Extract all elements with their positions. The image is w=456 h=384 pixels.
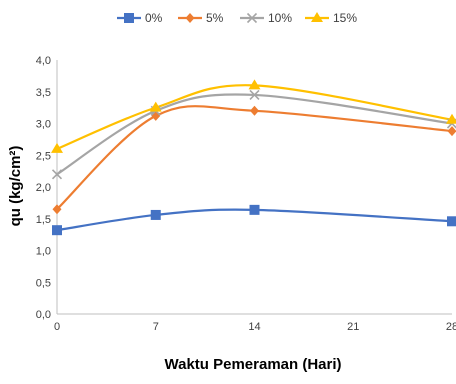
legend-item: 10% <box>240 11 292 25</box>
y-tick-label: 4,0 <box>36 55 51 67</box>
x-tick-label: 14 <box>248 321 260 333</box>
y-tick-label: 1,5 <box>36 214 51 226</box>
y-tick-label: 3,5 <box>36 87 51 99</box>
x-axis-title: Waktu Pemeraman (Hari) <box>165 356 342 373</box>
y-tick-label: 0,0 <box>36 309 51 321</box>
data-point-0pct <box>52 225 62 235</box>
legend-label: 0% <box>145 11 163 25</box>
legend-label: 10% <box>268 11 292 25</box>
y-tick-labels: 0,0 0,5 1,0 1,5 2,0 2,5 3,0 3,5 4,0 <box>36 55 51 321</box>
y-tick-label: 3,0 <box>36 119 51 131</box>
series-line-5pct <box>57 106 452 209</box>
x-tick-label: 21 <box>347 321 359 333</box>
y-tick-label: 1,0 <box>36 246 51 258</box>
y-tick-label: 2,0 <box>36 182 51 194</box>
data-point-0pct <box>447 216 456 226</box>
legend-label: 5% <box>206 11 224 25</box>
x-tick-label: 28 <box>446 321 456 333</box>
series-markers <box>51 79 456 235</box>
legend-marker <box>186 13 195 23</box>
legend-item: 5% <box>178 11 224 25</box>
legend-marker <box>124 13 134 23</box>
y-axis-title: qu (kg/cm²) <box>7 146 24 227</box>
data-point-0pct <box>151 210 161 220</box>
x-tick-label: 7 <box>153 321 159 333</box>
axes <box>57 60 452 314</box>
x-tick-label: 0 <box>54 321 60 333</box>
legend-item: 15% <box>305 11 357 25</box>
y-tick-label: 0,5 <box>36 277 51 289</box>
x-tick-labels: 0 7 14 21 28 <box>54 321 456 333</box>
y-tick-label: 2,5 <box>36 150 51 162</box>
legend-item: 0% <box>117 11 163 25</box>
legend: 0% 5% 10% 15% <box>117 11 357 25</box>
data-point-0pct <box>250 205 260 215</box>
data-point-5pct <box>250 106 259 116</box>
legend-label: 15% <box>333 11 357 25</box>
